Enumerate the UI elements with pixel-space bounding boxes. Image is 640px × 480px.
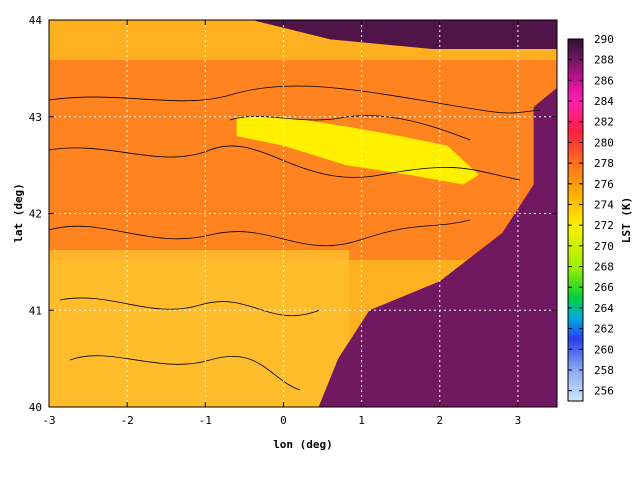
colorbar-tick-label: 282 [594,116,614,129]
y-tick-label: 43 [29,111,42,124]
contour-lines [49,85,541,391]
x-tick-label: -2 [121,414,134,427]
y-axis-label: lat (deg) [12,183,25,243]
y-tick-label: 44 [29,14,43,27]
x-axis: -3 -2 -1 0 1 2 3 [42,20,521,427]
colorbar [567,38,584,402]
colorbar-tick-label: 280 [594,136,614,149]
colorbar-tick-label: 290 [594,33,614,46]
contour-line [229,115,471,141]
region-mountain-belt [236,116,479,185]
colorbar-tick-label: 258 [594,364,614,377]
colorbar-tick-label: 278 [594,157,614,170]
colorbar-ticks: 256 258 260 262 264 266 268 270 272 274 276 278 280 2… [568,33,614,398]
x-tick-label: 1 [358,414,365,427]
contour-line [59,297,321,317]
colorbar-tick-label: 260 [594,343,614,356]
y-tick-label: 40 [29,401,42,414]
colorbar-tick-label: 256 [594,385,614,398]
region-sea-north [49,20,557,49]
x-tick-label: 3 [515,414,522,427]
contour-line [69,355,301,391]
contour-line [49,85,541,114]
colorbar-tick-label: 276 [594,178,614,191]
colorbar-tick-label: 284 [594,95,614,108]
colorbar-tick-label: 274 [594,198,614,211]
colorbar-tick-label: 264 [594,302,614,315]
colorbar-tick-label: 266 [594,281,614,294]
colorbar-tick-label: 262 [594,323,614,336]
y-axis: 40 41 42 43 44 [29,14,557,414]
contour-line [49,219,471,247]
colorbar-tick-label: 272 [594,219,614,232]
x-tick-label: -1 [199,414,212,427]
y-tick-label: 42 [29,208,42,221]
colorbar-tick-label: 288 [594,54,614,67]
x-tick-label: 2 [436,414,443,427]
colorbar-tick-label: 268 [594,261,614,274]
plot-area [49,20,557,407]
x-axis-label: lon (deg) [273,438,333,451]
y-tick-label: 41 [29,304,42,317]
contour-line [49,145,521,181]
colorbar-tick-label: 270 [594,240,614,253]
x-tick-label: 0 [280,414,287,427]
colorbar-label: LST (K) [620,197,633,243]
land-warm-band [49,60,557,260]
x-tick-label: -3 [42,414,55,427]
land-south-yellow [49,250,349,407]
colorbar-tick-label: 286 [594,74,614,87]
region-sea-mediterranean [318,87,557,407]
